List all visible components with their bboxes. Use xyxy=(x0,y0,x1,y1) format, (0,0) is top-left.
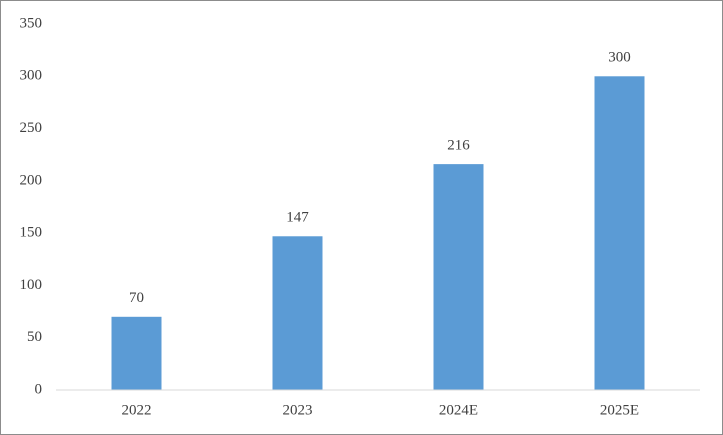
y-tick-label: 300 xyxy=(20,68,43,84)
bar xyxy=(594,76,645,391)
x-tick-label: 2022 xyxy=(122,402,152,418)
x-tick-label: 2024E xyxy=(439,402,478,418)
y-tick-label: 150 xyxy=(20,225,43,241)
data-label: 300 xyxy=(608,50,631,66)
data-label: 216 xyxy=(447,138,470,154)
y-tick-label: 50 xyxy=(27,329,42,345)
data-label: 70 xyxy=(129,290,144,306)
y-tick-label: 0 xyxy=(35,381,43,397)
y-tick-label: 350 xyxy=(20,15,43,31)
bar xyxy=(272,236,323,390)
data-label: 147 xyxy=(286,210,309,226)
y-tick-label: 100 xyxy=(20,277,43,293)
y-tick-label: 200 xyxy=(20,172,43,188)
y-tick-label: 250 xyxy=(20,120,43,136)
bar xyxy=(433,164,484,390)
x-tick-label: 2025E xyxy=(600,402,639,418)
bar xyxy=(111,316,162,390)
x-tick-label: 2023 xyxy=(283,402,313,418)
